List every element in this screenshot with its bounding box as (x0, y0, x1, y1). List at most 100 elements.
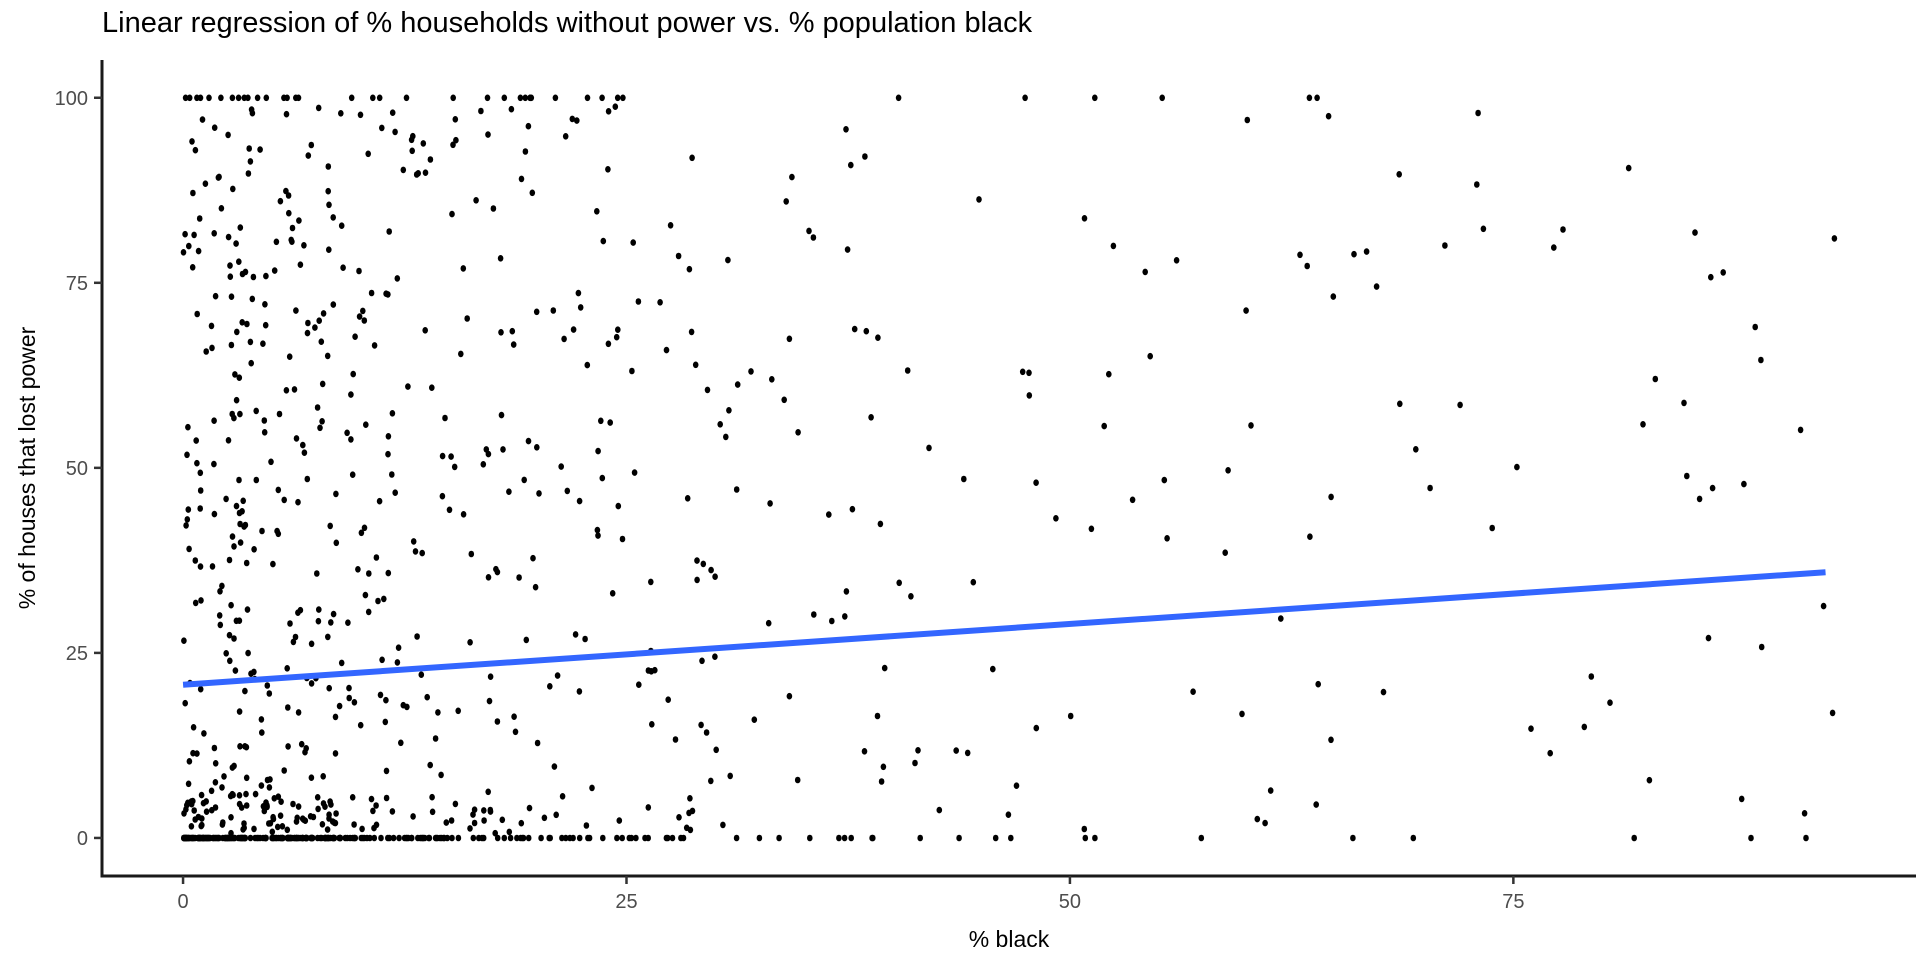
data-point (208, 322, 215, 330)
data-point (806, 227, 812, 235)
data-point (308, 640, 315, 648)
data-point (254, 834, 260, 842)
data-point (605, 108, 612, 115)
data-point (230, 185, 236, 193)
data-point (562, 133, 569, 140)
data-point (264, 682, 271, 689)
data-point (293, 834, 300, 842)
data-point (359, 825, 365, 833)
data-point (308, 680, 315, 687)
data-point (295, 94, 302, 102)
data-point (293, 307, 299, 314)
data-point (190, 724, 197, 731)
data-point (365, 150, 372, 158)
data-point (279, 823, 286, 830)
data-point (232, 371, 238, 378)
data-point (244, 320, 250, 328)
data-point (284, 826, 291, 834)
data-point (576, 834, 583, 842)
data-point (332, 713, 339, 721)
data-point (197, 685, 204, 693)
data-point (992, 834, 999, 842)
data-point (1684, 472, 1690, 480)
data-point (350, 370, 357, 378)
data-point (184, 451, 190, 459)
data-point (532, 583, 539, 591)
data-point (1164, 535, 1170, 542)
data-point (769, 376, 775, 383)
data-point (422, 327, 429, 334)
data-point (551, 763, 558, 770)
data-point (1397, 400, 1403, 408)
data-point (355, 566, 361, 573)
data-point (203, 348, 209, 355)
data-point (314, 834, 321, 842)
data-point (312, 324, 318, 331)
data-point (347, 834, 353, 842)
data-point (370, 94, 376, 102)
data-point (664, 834, 671, 842)
data-point (583, 822, 590, 829)
data-point (242, 834, 248, 842)
data-point (442, 414, 448, 422)
data-point (420, 140, 427, 147)
data-point (569, 115, 576, 123)
data-point (842, 613, 848, 620)
data-point (427, 156, 434, 163)
data-point (291, 386, 298, 393)
data-point (494, 834, 501, 842)
data-point (412, 548, 419, 555)
data-point (848, 161, 854, 169)
data-point (211, 744, 218, 752)
data-point (392, 128, 398, 136)
data-point (363, 421, 369, 429)
data-point (269, 828, 276, 836)
data-point (314, 404, 321, 411)
data-point (234, 328, 240, 336)
data-point (485, 450, 492, 458)
data-point (1380, 688, 1387, 696)
data-point (467, 639, 473, 646)
data-point (231, 635, 237, 642)
data-point (896, 579, 902, 587)
data-point (373, 802, 379, 809)
data-point (1720, 269, 1726, 276)
data-point (379, 124, 385, 132)
data-point (198, 791, 205, 799)
data-point (507, 834, 514, 842)
data-point (1474, 181, 1480, 188)
data-point (484, 94, 491, 102)
data-point (251, 825, 257, 833)
data-point (308, 774, 315, 781)
data-point (435, 709, 441, 716)
data-point (389, 109, 396, 116)
data-point (964, 749, 971, 757)
data-point (1741, 480, 1747, 488)
data-point (243, 559, 250, 567)
data-point (599, 474, 606, 482)
data-point (271, 795, 278, 802)
data-point (725, 256, 731, 264)
data-point (317, 424, 323, 432)
data-point (370, 807, 376, 815)
data-point (1026, 369, 1032, 377)
data-point (186, 834, 192, 842)
data-point (321, 834, 328, 842)
data-point (810, 234, 817, 241)
data-point (514, 834, 520, 842)
data-point (794, 776, 801, 784)
data-point (328, 619, 334, 626)
data-point (687, 795, 693, 802)
data-point (508, 105, 515, 113)
data-point (408, 136, 415, 144)
data-point (1350, 834, 1356, 842)
data-point (316, 317, 323, 325)
data-point (1413, 446, 1419, 453)
data-point (300, 441, 306, 449)
data-point (260, 803, 267, 810)
data-point (786, 692, 793, 700)
data-point (314, 794, 321, 801)
data-point (990, 665, 996, 673)
data-point (211, 510, 218, 518)
